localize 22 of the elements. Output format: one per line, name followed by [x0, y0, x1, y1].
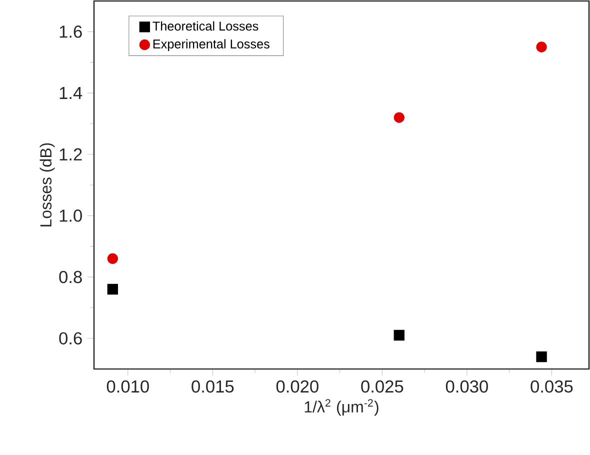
y-tick-label: 1.4: [60, 87, 82, 99]
x-tick-label: 0.020: [276, 380, 318, 393]
x-tick-label: 0.030: [446, 380, 488, 393]
point: [394, 112, 404, 123]
y-tick-label: 1.2: [60, 148, 82, 160]
x-tick-label: 0.010: [106, 380, 149, 393]
point: [107, 284, 118, 295]
point: [107, 253, 118, 264]
y-tick-label: 1.0: [60, 210, 82, 222]
point: [536, 351, 547, 362]
x-tick-label: 0.035: [530, 380, 573, 393]
point: [536, 42, 547, 52]
point: [394, 330, 404, 341]
y-tick-label: 1.6: [60, 26, 82, 38]
y-tick-label: 0.6: [59, 332, 82, 344]
legend-label: Theoretical Losses: [152, 21, 258, 31]
legend-label: Experimental Losses: [153, 39, 270, 51]
x-axis-title: 1/λ$^{2}$ (μm$^{-2}$): [304, 399, 378, 416]
x-tick-label: 0.025: [361, 380, 404, 393]
y-axis-title: Losses (dB): [40, 143, 55, 226]
y-tick-label: 0.8: [59, 270, 82, 284]
x-tick-label: 0.015: [192, 380, 234, 393]
